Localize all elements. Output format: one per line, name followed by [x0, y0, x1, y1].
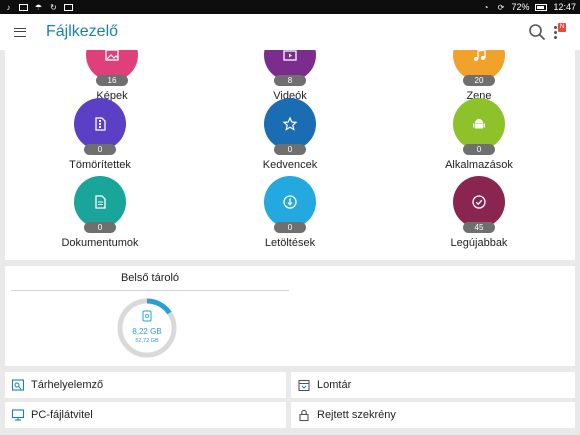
menu-button[interactable]	[0, 14, 40, 50]
image-icon	[105, 50, 119, 61]
lock-icon	[299, 409, 309, 422]
category-circle: 0	[453, 98, 505, 155]
category-count: 8	[274, 75, 306, 86]
category-grid: 16 Képek 8 Videók 20 Zene 0 Tömörítettek…	[5, 50, 575, 260]
storage-icon	[142, 310, 152, 322]
category-tomoritettek[interactable]: 0 Tömörítettek	[25, 98, 175, 171]
category-count: 45	[463, 222, 495, 233]
download-icon	[283, 195, 297, 209]
android-icon	[473, 119, 485, 129]
weather-icon: ☂	[34, 2, 43, 12]
check-icon	[472, 195, 486, 209]
storage-analyzer-button[interactable]: Tárhelyelemző	[5, 372, 286, 398]
category-count: 0	[463, 144, 495, 155]
battery-percent: 72%	[511, 2, 530, 12]
category-circle: 16	[86, 50, 138, 86]
status-bar: ♪ ☂ ↻ ◔ ⟳ 72% 12:47	[0, 0, 580, 14]
search-icon	[529, 24, 545, 40]
notification-badge: N	[558, 23, 566, 32]
category-circle: 8	[264, 50, 316, 86]
category-letoltesek[interactable]: 0 Letöltések	[215, 176, 365, 249]
category-label: Dokumentumok	[61, 237, 139, 249]
category-circle: 20	[453, 50, 505, 86]
archive-icon	[95, 117, 106, 131]
category-alkalmazasok[interactable]: 0 Alkalmazások	[404, 98, 554, 171]
category-circle: 0	[74, 98, 126, 155]
pc-transfer-button[interactable]: PC-fájlátvitel	[5, 402, 286, 428]
recycle-bin-icon	[298, 379, 310, 392]
category-count: 16	[96, 75, 128, 86]
storage-analyzer-label: Tárhelyelemző	[31, 379, 104, 391]
more-options-button[interactable]: N	[552, 21, 572, 43]
category-zene[interactable]: 20 Zene	[404, 50, 554, 102]
category-dokumentumok[interactable]: 0 Dokumentumok	[25, 176, 175, 249]
video-icon	[283, 50, 297, 61]
category-count: 0	[84, 222, 116, 233]
document-icon	[95, 195, 106, 209]
search-button[interactable]	[528, 23, 546, 41]
recycle-bin-button[interactable]: Lomtár	[291, 372, 575, 398]
hidden-cabinet-button[interactable]: Rejtett szekrény	[291, 402, 575, 428]
pc-transfer-label: PC-fájlátvitel	[31, 409, 93, 421]
category-label: Kedvencek	[262, 159, 318, 171]
battery-icon	[535, 3, 548, 11]
screenshot-icon	[64, 3, 73, 11]
category-label: Tömörítettek	[69, 159, 131, 171]
storage-ring	[117, 298, 177, 358]
category-count: 0	[274, 144, 306, 155]
sync-icon: ↻	[50, 2, 57, 12]
more-vert-icon	[554, 26, 557, 40]
rotation-icon: ⟳	[497, 2, 505, 12]
category-count: 0	[274, 222, 306, 233]
category-kedvencek[interactable]: 0 Kedvencek	[215, 98, 365, 171]
gallery-icon	[19, 3, 28, 11]
clock: 12:47	[553, 2, 576, 12]
storage-analyzer-icon	[11, 379, 25, 391]
page-title: Fájlkezelő	[46, 23, 119, 40]
star-icon	[282, 116, 298, 131]
wifi-icon: ◔	[483, 2, 489, 12]
category-count: 0	[84, 144, 116, 155]
category-circle: 0	[264, 98, 316, 155]
category-videok[interactable]: 8 Videók	[215, 50, 365, 102]
category-circle: 45	[453, 176, 505, 233]
category-count: 20	[463, 75, 495, 86]
music-note-icon: ♪	[6, 2, 11, 12]
category-label: Alkalmazások	[445, 159, 513, 171]
category-label: Letöltések	[264, 237, 316, 249]
storage-used-arc	[117, 298, 177, 358]
hidden-cabinet-label: Rejtett szekrény	[317, 409, 396, 421]
divider	[11, 290, 289, 291]
category-circle: 0	[264, 176, 316, 233]
storage-total: 52,72 GB	[135, 338, 159, 344]
category-circle: 0	[74, 176, 126, 233]
music-icon	[474, 50, 486, 61]
recycle-bin-label: Lomtár	[317, 379, 352, 391]
storage-used: 8,22 GB	[132, 327, 162, 336]
category-legujabbak[interactable]: 45 Legújabbak	[404, 176, 554, 249]
hamburger-icon	[14, 27, 26, 37]
storage-title: Belső tároló	[120, 272, 180, 284]
pc-transfer-icon	[11, 409, 25, 421]
category-kepek[interactable]: 16 Képek	[37, 50, 187, 102]
category-label: Legújabbak	[450, 237, 508, 249]
storage-panel[interactable]: Belső tároló 8,22 GB 52,72 GB	[5, 266, 575, 366]
app-bar: Fájlkezelő N	[0, 14, 580, 50]
